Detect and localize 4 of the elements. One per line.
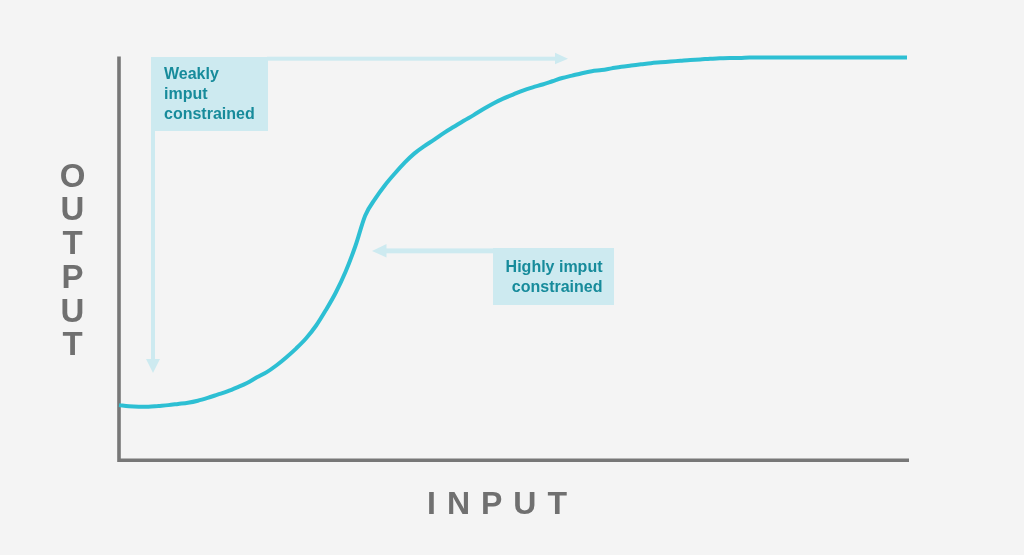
- y-axis-title: OUTPUT: [58, 156, 87, 363]
- annotation: Highly imput constrained: [493, 248, 614, 306]
- x-axis-title: INPUT: [427, 484, 578, 521]
- annotation: Weakly imput constrained: [151, 56, 268, 131]
